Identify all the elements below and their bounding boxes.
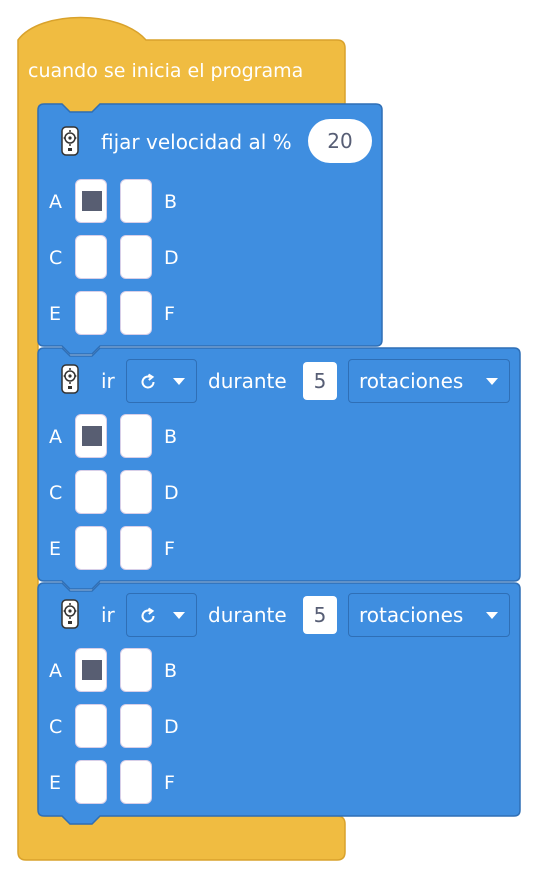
unit-dropdown-value: rotaciones (359, 369, 464, 393)
chevron-down-icon (486, 378, 498, 385)
port-a-selector[interactable] (75, 648, 107, 692)
port-e-selector[interactable] (75, 291, 107, 335)
port-d-selector[interactable] (120, 235, 152, 279)
port-a-selector[interactable] (75, 414, 107, 458)
port-d-selector[interactable] (120, 470, 152, 514)
block-3-shape (37, 582, 521, 825)
port-label-f: F (164, 538, 175, 560)
port-c-selector[interactable] (75, 470, 107, 514)
port-label-c: C (49, 482, 63, 504)
set-speed-label: fijar velocidad al % (101, 130, 292, 154)
port-b-selector[interactable] (120, 179, 152, 223)
port-label-d: D (164, 482, 179, 504)
unit-dropdown[interactable]: rotaciones (348, 359, 510, 403)
port-label-b: B (164, 426, 178, 448)
port-label-c: C (49, 247, 63, 269)
rotations-value-input[interactable]: 5 (303, 596, 337, 634)
port-b-selector[interactable] (120, 648, 152, 692)
port-label-c: C (49, 716, 63, 738)
chevron-down-icon (173, 612, 185, 619)
port-label-d: D (164, 247, 179, 269)
port-label-a: A (49, 191, 62, 213)
duration-label: durante (208, 603, 287, 627)
rotations-value-input[interactable]: 5 (303, 362, 337, 400)
unit-dropdown[interactable]: rotaciones (348, 593, 510, 637)
port-label-e: E (49, 303, 62, 325)
port-e-selector[interactable] (75, 760, 107, 804)
port-label-d: D (164, 716, 179, 738)
port-label-e: E (49, 538, 62, 560)
direction-dropdown[interactable] (126, 593, 197, 637)
direction-dropdown[interactable] (126, 359, 197, 403)
rotate-cw-icon (141, 607, 155, 623)
port-label-a: A (49, 426, 62, 448)
port-label-b: B (164, 660, 178, 682)
port-f-selector[interactable] (120, 526, 152, 570)
chevron-down-icon (173, 378, 185, 385)
port-c-selector[interactable] (75, 235, 107, 279)
port-label-b: B (164, 191, 178, 213)
port-c-selector[interactable] (75, 704, 107, 748)
port-label-f: F (164, 772, 175, 794)
motor-icon (61, 126, 79, 156)
port-label-a: A (49, 660, 62, 682)
port-label-f: F (164, 303, 175, 325)
duration-label: durante (208, 369, 287, 393)
motor-icon (61, 364, 79, 394)
run-label: ir (101, 369, 115, 393)
port-e-selector[interactable] (75, 526, 107, 570)
block-2-shape (37, 347, 521, 590)
motor-icon (61, 599, 79, 629)
chevron-down-icon (486, 612, 498, 619)
unit-dropdown-value: rotaciones (359, 603, 464, 627)
hat-block-label: cuando se inicia el programa (28, 60, 304, 82)
port-a-selector[interactable] (75, 179, 107, 223)
port-d-selector[interactable] (120, 704, 152, 748)
port-f-selector[interactable] (120, 291, 152, 335)
port-label-e: E (49, 772, 62, 794)
rotate-cw-icon (141, 373, 155, 389)
port-f-selector[interactable] (120, 760, 152, 804)
speed-value-input[interactable]: 20 (308, 119, 372, 163)
run-label: ir (101, 603, 115, 627)
port-b-selector[interactable] (120, 414, 152, 458)
